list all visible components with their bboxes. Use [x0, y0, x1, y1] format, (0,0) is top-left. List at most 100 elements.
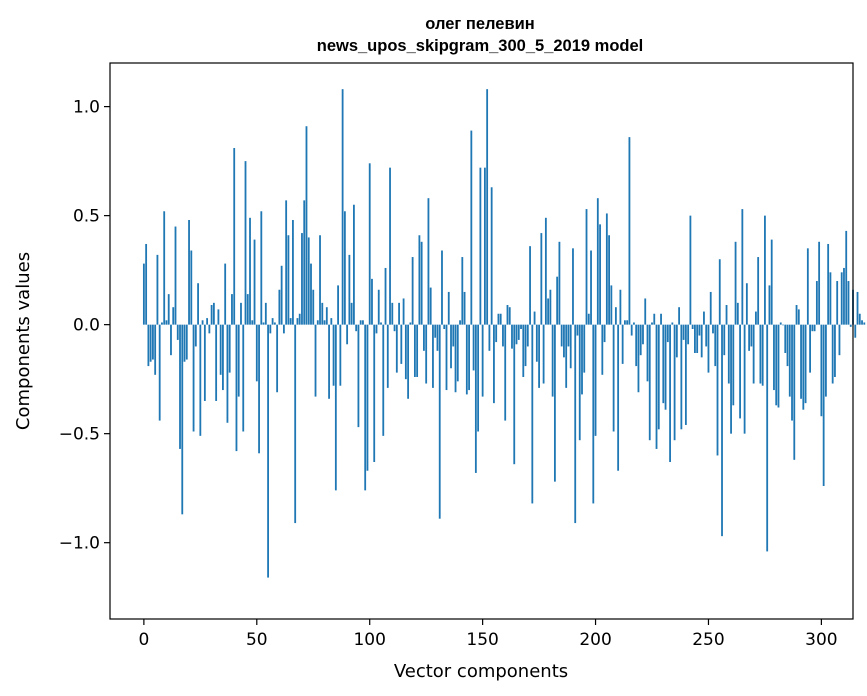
bar-component-121 — [416, 324, 419, 377]
bar-component-5 — [154, 324, 157, 375]
bar-component-15 — [176, 324, 179, 340]
bar-component-308 — [838, 324, 841, 356]
bar-component-233 — [669, 324, 671, 463]
bar-component-167 — [520, 324, 522, 330]
bar-component-102 — [373, 324, 376, 463]
bar-component-39 — [231, 294, 233, 325]
bar-series — [142, 89, 866, 578]
bar-component-16 — [179, 324, 181, 449]
bar-component-120 — [413, 324, 416, 377]
bar-component-2 — [147, 324, 150, 367]
bar-component-269 — [750, 324, 753, 347]
bar-component-60 — [278, 289, 281, 325]
bar-component-277 — [768, 285, 771, 325]
bar-component-115 — [402, 298, 405, 325]
bar-component-32 — [215, 324, 218, 401]
bar-component-204 — [603, 324, 606, 343]
bar-component-96 — [359, 320, 362, 325]
bar-component-57 — [271, 318, 274, 325]
bar-component-279 — [773, 324, 775, 391]
x-tick-label: 150 — [466, 630, 498, 650]
bar-component-253 — [714, 324, 717, 367]
bar-component-186 — [563, 324, 565, 358]
bar-component-145 — [470, 130, 473, 325]
bar-component-309 — [840, 272, 843, 325]
bar-component-226 — [653, 313, 656, 325]
bar-component-89 — [343, 211, 346, 325]
bar-component-56 — [269, 324, 272, 334]
bar-component-176 — [540, 233, 543, 325]
bar-component-25 — [199, 324, 202, 436]
bar-component-128 — [432, 324, 434, 388]
bar-component-166 — [517, 324, 520, 340]
bar-component-199 — [592, 324, 595, 504]
bar-component-4 — [152, 324, 154, 360]
bar-component-252 — [712, 324, 714, 334]
bar-component-112 — [395, 324, 398, 373]
bar-component-289 — [795, 305, 798, 325]
bar-component-160 — [504, 324, 507, 421]
y-tick-label: 1.0 — [73, 98, 100, 118]
chart-title-line1: олег пелевин — [425, 15, 534, 33]
bar-component-114 — [400, 324, 403, 364]
bar-component-109 — [389, 167, 391, 325]
bar-component-72 — [305, 126, 308, 325]
bar-component-192 — [576, 324, 579, 336]
bar-component-53 — [262, 322, 265, 325]
bar-component-20 — [188, 219, 190, 325]
bar-component-316 — [856, 291, 859, 325]
bar-component-177 — [542, 324, 545, 384]
bar-component-195 — [583, 324, 586, 373]
bar-component-305 — [831, 324, 834, 384]
bar-component-33 — [217, 309, 220, 325]
bar-component-141 — [461, 257, 464, 325]
bar-component-185 — [560, 324, 563, 347]
bar-component-168 — [522, 324, 525, 377]
bar-component-239 — [682, 324, 685, 340]
bar-component-273 — [759, 324, 762, 384]
bar-component-213 — [624, 320, 626, 325]
bar-component-50 — [255, 324, 258, 382]
bar-component-86 — [337, 285, 339, 325]
bar-component-247 — [700, 324, 703, 358]
bar-component-172 — [531, 324, 534, 504]
bar-component-249 — [705, 324, 708, 347]
bar-component-263 — [736, 302, 739, 325]
bar-component-173 — [533, 311, 536, 325]
bar-component-7 — [158, 324, 161, 421]
bar-component-174 — [535, 324, 538, 362]
bar-component-90 — [346, 324, 349, 345]
bar-component-318 — [861, 320, 863, 325]
x-tick-label: 250 — [692, 630, 724, 650]
bar-component-6 — [156, 254, 159, 325]
bar-component-221 — [642, 324, 644, 345]
bar-component-92 — [350, 302, 353, 325]
bar-component-153 — [488, 324, 491, 351]
bar-component-132 — [441, 250, 443, 325]
bar-component-190 — [572, 248, 574, 325]
bar-component-11 — [167, 294, 170, 325]
bar-component-209 — [614, 307, 617, 325]
bar-component-287 — [791, 324, 793, 421]
bar-component-181 — [551, 324, 554, 397]
bar-component-224 — [648, 324, 651, 441]
bar-component-293 — [804, 324, 807, 404]
bar-component-110 — [391, 302, 394, 325]
bar-component-73 — [307, 237, 310, 325]
bar-component-61 — [280, 265, 283, 325]
bar-component-189 — [569, 324, 572, 369]
bar-component-297 — [813, 324, 816, 332]
bar-component-180 — [549, 289, 552, 325]
bar-component-301 — [822, 324, 825, 486]
bar-component-245 — [696, 324, 699, 353]
bar-component-171 — [529, 246, 531, 325]
bar-component-235 — [673, 324, 676, 441]
bar-component-290 — [797, 309, 800, 325]
bar-component-84 — [332, 324, 335, 386]
bar-component-317 — [858, 313, 861, 325]
bar-component-215 — [628, 137, 631, 325]
bar-component-65 — [289, 318, 292, 325]
bar-component-302 — [825, 324, 827, 397]
bar-component-200 — [594, 324, 597, 436]
bar-component-310 — [843, 267, 845, 325]
